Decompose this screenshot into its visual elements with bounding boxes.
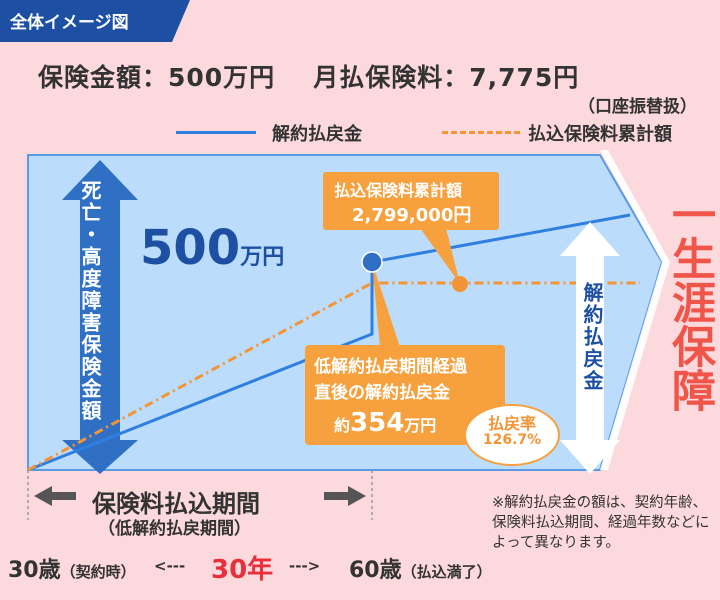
period-arrow-right — [324, 486, 366, 506]
plan-summary: 保険金額：500万円 月払保険料：7,775円 — [38, 58, 579, 94]
low-refund-line2: 直後の解約払戻金 — [314, 383, 450, 403]
start-age-value: 30歳 — [8, 558, 61, 583]
end-age-note: （払込満了） — [401, 563, 492, 581]
start-age: 30歳（契約時） — [8, 552, 136, 584]
cumulative-marker — [452, 276, 468, 292]
death-benefit-amount: 500万円 — [140, 220, 284, 276]
start-age-note: （契約時） — [60, 563, 136, 581]
low-refund-number: 354 — [350, 408, 405, 438]
end-age: 60歳（払込満了） — [349, 552, 492, 584]
low-refund-value: 約354万円 — [334, 408, 436, 438]
legend-cumulative-label: 払込保険料累計額 — [528, 124, 672, 145]
cumulative-callout — [323, 172, 499, 230]
header-tag-label: 全体イメージ図 — [10, 13, 129, 33]
period-arrow-left — [34, 486, 76, 506]
duration-arrow-left: <--- — [154, 557, 186, 575]
surrender-value-arrow — [560, 222, 620, 474]
low-refund-period-label: （低解約払戻期間） — [98, 519, 251, 539]
disclaimer-footnote: ※解約払戻金の額は、契約年齢、保険料払込期間、経過年数などによって異なります。 — [492, 495, 710, 551]
refund-rate-value: 126.7% — [482, 432, 542, 448]
death-benefit-arrow — [62, 160, 138, 474]
surrender-value-line — [27, 213, 631, 472]
legend-surrender-label: 解約払戻金 — [272, 124, 362, 145]
surrender-marker — [361, 251, 383, 273]
legend-surrender-line — [176, 131, 256, 134]
refund-rate-label: 払戻率 — [487, 414, 536, 433]
death-benefit-label: 死亡・高度障害保険金額 — [78, 180, 102, 422]
header-tag-shape — [0, 0, 190, 42]
surrender-value-vertical-label: 解約払戻金 — [580, 282, 604, 392]
cumulative-callout-title: 払込保険料累計額 — [334, 181, 463, 200]
premium-payment-period-label: 保険料払込期間 — [92, 490, 260, 518]
sum-insured: 保険金額：500万円 — [38, 63, 276, 92]
cumulative-callout-value: 2,799,000円 — [352, 205, 472, 226]
low-refund-line1: 低解約払戻期間経過 — [314, 357, 467, 377]
low-refund-prefix: 約 — [334, 416, 351, 435]
cumulative-callout-pointer — [420, 228, 460, 284]
low-refund-callout-pointer — [372, 262, 400, 347]
cumulative-premium-line — [27, 281, 640, 472]
duration-arrow-right: ---> — [289, 557, 321, 575]
refund-rate-bubble — [464, 404, 560, 466]
payment-method-note: （口座振替扱） — [578, 97, 697, 117]
end-age-value: 60歳 — [349, 558, 402, 583]
payment-duration: 30年 — [211, 555, 274, 585]
monthly-premium: 月払保険料：7,775円 — [313, 63, 580, 92]
death-benefit-unit: 万円 — [240, 245, 285, 270]
low-refund-unit: 万円 — [404, 416, 437, 435]
lifetime-coverage-label: 一生涯保障 — [664, 192, 715, 412]
death-benefit-number: 500 — [140, 220, 241, 276]
legend-cumulative-line — [442, 131, 520, 134]
